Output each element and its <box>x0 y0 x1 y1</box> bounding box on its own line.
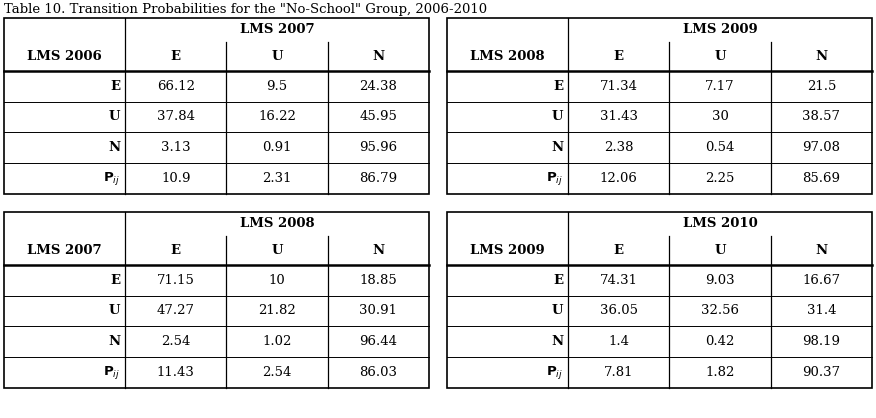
Text: 0.54: 0.54 <box>705 141 735 154</box>
Text: 96.44: 96.44 <box>359 335 398 348</box>
Text: 31.4: 31.4 <box>807 304 836 318</box>
Text: 24.38: 24.38 <box>359 80 398 93</box>
Text: 36.05: 36.05 <box>600 304 638 318</box>
Text: LMS 2007: LMS 2007 <box>240 23 314 36</box>
Text: 85.69: 85.69 <box>802 172 840 185</box>
Text: 30: 30 <box>711 110 729 123</box>
Text: 98.19: 98.19 <box>802 335 840 348</box>
Bar <box>447 212 872 388</box>
Text: E: E <box>614 50 624 63</box>
Text: N: N <box>108 141 120 154</box>
Text: 47.27: 47.27 <box>157 304 194 318</box>
Text: $\mathbf{P}_{ij}$: $\mathbf{P}_{ij}$ <box>546 364 563 381</box>
Text: E: E <box>553 274 563 287</box>
Text: E: E <box>171 50 180 63</box>
Text: 30.91: 30.91 <box>359 304 398 318</box>
Text: 10: 10 <box>269 274 286 287</box>
Text: 12.06: 12.06 <box>600 172 638 185</box>
Text: E: E <box>171 244 180 257</box>
Text: 32.56: 32.56 <box>701 304 739 318</box>
Text: U: U <box>714 50 726 63</box>
Text: LMS 2008: LMS 2008 <box>470 50 545 63</box>
Text: 2.25: 2.25 <box>705 172 735 185</box>
Text: $\mathbf{P}_{ij}$: $\mathbf{P}_{ij}$ <box>103 170 120 187</box>
Text: $\mathbf{P}_{ij}$: $\mathbf{P}_{ij}$ <box>546 170 563 187</box>
Text: U: U <box>272 50 283 63</box>
Text: N: N <box>551 141 563 154</box>
Text: 2.54: 2.54 <box>263 366 292 379</box>
Text: 95.96: 95.96 <box>359 141 398 154</box>
Text: 10.9: 10.9 <box>161 172 190 185</box>
Text: 71.34: 71.34 <box>600 80 638 93</box>
Text: N: N <box>372 244 385 257</box>
Text: $\mathbf{P}_{ij}$: $\mathbf{P}_{ij}$ <box>103 364 120 381</box>
Bar <box>447 18 872 194</box>
Text: E: E <box>110 80 120 93</box>
Text: 37.84: 37.84 <box>157 110 194 123</box>
Text: 1.4: 1.4 <box>608 335 629 348</box>
Text: Table 10. Transition Probabilities for the "No-School" Group, 2006-2010: Table 10. Transition Probabilities for t… <box>4 3 487 16</box>
Text: U: U <box>272 244 283 257</box>
Text: N: N <box>108 335 120 348</box>
Text: 45.95: 45.95 <box>359 110 398 123</box>
Text: 90.37: 90.37 <box>802 366 840 379</box>
Text: U: U <box>109 110 120 123</box>
Text: E: E <box>110 274 120 287</box>
Text: 2.38: 2.38 <box>604 141 633 154</box>
Text: 0.91: 0.91 <box>262 141 292 154</box>
Text: U: U <box>552 304 563 318</box>
Text: 86.79: 86.79 <box>359 172 398 185</box>
Text: LMS 2008: LMS 2008 <box>240 217 314 230</box>
Text: 9.5: 9.5 <box>266 80 287 93</box>
Bar <box>4 212 429 388</box>
Text: 11.43: 11.43 <box>157 366 194 379</box>
Text: LMS 2007: LMS 2007 <box>27 244 102 257</box>
Text: 97.08: 97.08 <box>802 141 840 154</box>
Text: 7.17: 7.17 <box>705 80 735 93</box>
Text: N: N <box>816 244 828 257</box>
Text: U: U <box>552 110 563 123</box>
Text: 1.82: 1.82 <box>705 366 735 379</box>
Text: N: N <box>372 50 385 63</box>
Text: 71.15: 71.15 <box>157 274 194 287</box>
Text: 66.12: 66.12 <box>157 80 194 93</box>
Text: 21.5: 21.5 <box>807 80 836 93</box>
Text: 31.43: 31.43 <box>600 110 638 123</box>
Text: 16.22: 16.22 <box>258 110 296 123</box>
Text: U: U <box>714 244 726 257</box>
Text: 2.31: 2.31 <box>262 172 292 185</box>
Text: LMS 2009: LMS 2009 <box>682 23 758 36</box>
Text: 3.13: 3.13 <box>161 141 191 154</box>
Text: N: N <box>816 50 828 63</box>
Text: LMS 2006: LMS 2006 <box>27 50 102 63</box>
Text: 16.67: 16.67 <box>802 274 840 287</box>
Text: LMS 2009: LMS 2009 <box>470 244 545 257</box>
Text: 7.81: 7.81 <box>604 366 633 379</box>
Text: 2.54: 2.54 <box>161 335 190 348</box>
Text: 9.03: 9.03 <box>705 274 735 287</box>
Text: LMS 2010: LMS 2010 <box>682 217 758 230</box>
Text: 38.57: 38.57 <box>802 110 840 123</box>
Text: 21.82: 21.82 <box>258 304 296 318</box>
Text: 18.85: 18.85 <box>359 274 397 287</box>
Bar <box>4 18 429 194</box>
Text: 0.42: 0.42 <box>705 335 735 348</box>
Text: U: U <box>109 304 120 318</box>
Text: E: E <box>614 244 624 257</box>
Text: 86.03: 86.03 <box>359 366 398 379</box>
Text: E: E <box>553 80 563 93</box>
Text: 74.31: 74.31 <box>600 274 638 287</box>
Text: N: N <box>551 335 563 348</box>
Text: 1.02: 1.02 <box>263 335 292 348</box>
